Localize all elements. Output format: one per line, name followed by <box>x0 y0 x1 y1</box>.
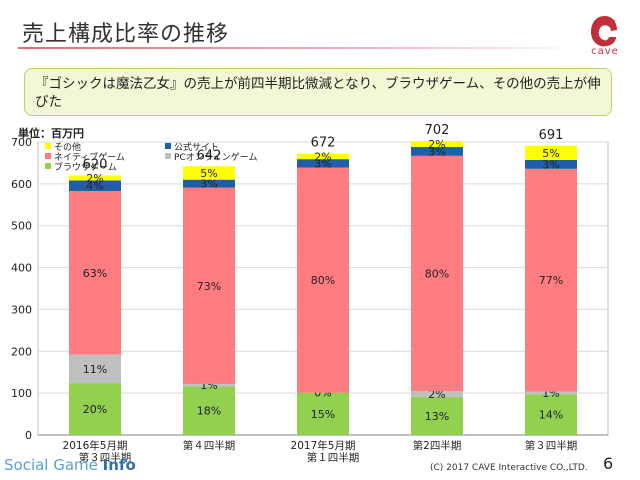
legend-label-other: その他 <box>54 141 81 153</box>
legend-swatch-other <box>45 143 51 149</box>
bar-segment-pc_online <box>411 391 463 397</box>
x-tick-label: 第３四半期 <box>79 451 132 464</box>
y-tick-label: 400 <box>11 262 32 275</box>
data-label-other: 5% <box>200 167 217 180</box>
title-divider <box>18 47 578 49</box>
data-label-browser: 20% <box>83 403 107 416</box>
legend-swatch-browser <box>45 163 51 169</box>
legend-label-official: 公式サイト <box>174 141 219 153</box>
legend-label-native: ネイティブゲーム <box>54 151 125 163</box>
data-label-other: 2% <box>86 172 103 185</box>
bar-segment-pc_online <box>525 391 577 395</box>
bar-segment-native <box>525 168 577 392</box>
bar-total-label: 620 <box>83 157 108 172</box>
bar-total-label: 702 <box>425 123 450 138</box>
bar-segment-browser <box>411 396 463 435</box>
data-label-pc_online: 11% <box>83 363 107 376</box>
data-label-native: 73% <box>197 280 221 293</box>
copyright: (C) 2017 CAVE Interactive CO.,LTD. <box>430 463 588 473</box>
x-tick-label: 第１四半期 <box>307 451 360 464</box>
y-tick-label: 100 <box>11 387 32 400</box>
bar-segment-browser <box>183 386 235 435</box>
data-label-native: 63% <box>83 267 107 280</box>
data-label-native: 77% <box>539 274 563 287</box>
page-number: 6 <box>603 454 614 473</box>
bar-segment-native <box>183 187 235 384</box>
data-label-browser: 18% <box>197 405 221 418</box>
footer-brand-info: Info <box>102 456 136 474</box>
data-label-official: 3% <box>428 145 445 158</box>
data-label-browser: 13% <box>425 410 449 423</box>
bar-segment-other <box>411 141 463 148</box>
slide-title: 売上構成比率の推移 <box>22 22 230 47</box>
legend-swatch-native <box>45 153 51 159</box>
footer-brand-text: Social Game <box>4 456 103 474</box>
bar-segment-other <box>297 153 349 160</box>
data-label-official: 3% <box>200 178 217 191</box>
bar-segment-other <box>69 175 121 181</box>
bar-segment-official <box>69 180 121 191</box>
data-label-official: 4% <box>86 180 103 193</box>
data-label-native: 80% <box>311 274 335 287</box>
bar-total-label: 672 <box>311 136 336 151</box>
y-tick-label: 300 <box>11 303 32 316</box>
y-tick-label: 700 <box>11 136 32 149</box>
bar-segment-official <box>297 159 349 168</box>
data-label-other: 2% <box>314 150 331 163</box>
bar-total-label: 642 <box>197 148 222 163</box>
data-label-browser: 15% <box>311 408 335 421</box>
summary-note: 『ゴシックは魔法乙女』の売上が前四半期比微減となり、ブラウザゲーム、その他の売上… <box>24 68 612 116</box>
bar-segment-native <box>69 190 121 355</box>
bar-segment-official <box>183 179 235 188</box>
logo-text: cave <box>591 46 619 57</box>
data-label-official: 3% <box>542 158 559 171</box>
bar-segment-official <box>411 147 463 156</box>
bar-segment-other <box>183 166 235 180</box>
legend-swatch-pc_online <box>165 153 171 159</box>
data-label-other: 5% <box>542 147 559 160</box>
bar-segment-pc_online <box>69 354 121 384</box>
data-label-browser: 14% <box>539 409 563 422</box>
data-label-official: 3% <box>314 157 331 170</box>
bar-segment-browser <box>525 394 577 435</box>
bar-segment-native <box>297 167 349 393</box>
x-tick-label: 2017年5月期 <box>291 439 356 452</box>
unit-label: 単位：百万円 <box>18 127 84 140</box>
bar-segment-other <box>525 145 577 160</box>
x-tick-label: 第４四半期 <box>183 439 236 452</box>
bar-segment-browser <box>297 392 349 435</box>
x-tick-label: 2016年5月期 <box>63 439 128 452</box>
y-tick-label: 500 <box>11 220 32 233</box>
y-tick-label: 0 <box>25 429 32 442</box>
x-tick-label: 第３四半期 <box>525 439 578 452</box>
bar-segment-pc_online <box>183 383 235 387</box>
data-label-pc_online: 2% <box>428 388 445 401</box>
footer-brand: Social Game Info <box>4 456 136 474</box>
cave-logo-icon <box>591 16 617 47</box>
data-label-native: 80% <box>425 267 449 280</box>
legend-swatch-official <box>165 143 171 149</box>
data-label-other: 2% <box>428 138 445 151</box>
bar-segment-native <box>411 155 463 392</box>
legend-label-browser: ブラウザゲーム <box>54 161 117 173</box>
bar-total-label: 691 <box>539 128 564 143</box>
y-tick-label: 600 <box>11 178 32 191</box>
y-tick-label: 200 <box>11 345 32 358</box>
bar-segment-official <box>525 159 577 169</box>
bar-segment-browser <box>69 383 121 435</box>
legend-label-pc_online: PCオンラインゲーム <box>174 151 257 163</box>
x-tick-label: 第2四半期 <box>413 439 462 452</box>
